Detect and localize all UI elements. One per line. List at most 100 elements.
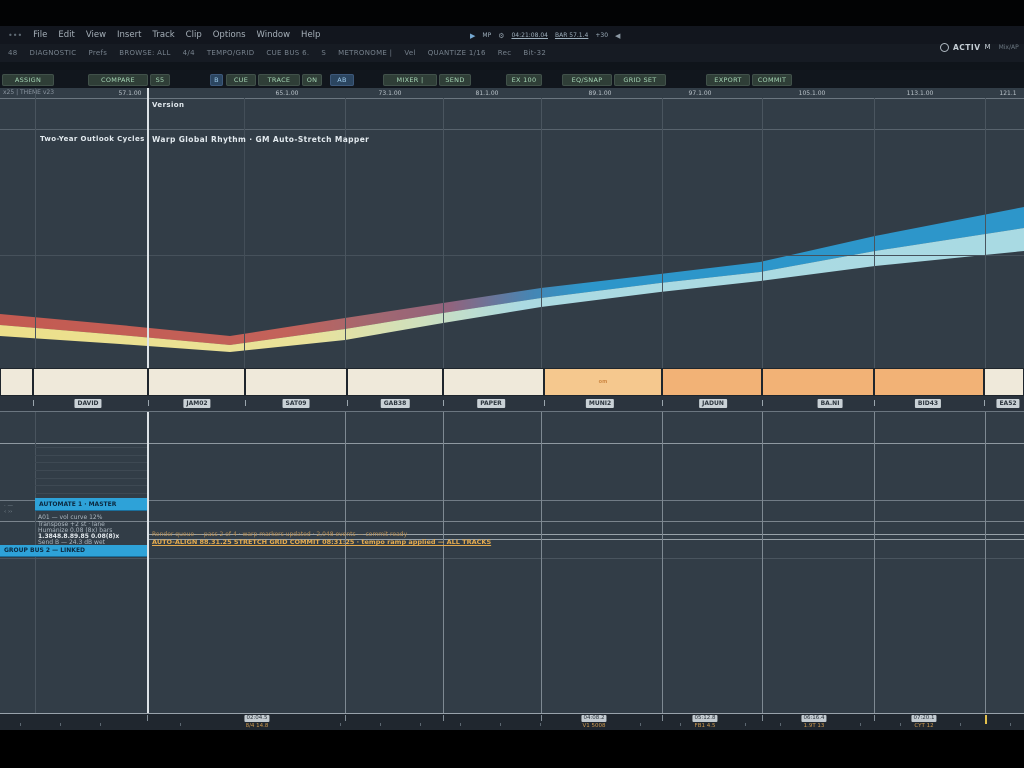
clip-cell[interactable] bbox=[875, 369, 983, 395]
left-header: Two-Year Outlook Cycles bbox=[40, 135, 145, 143]
toolbar-button[interactable]: EXPORT bbox=[706, 74, 750, 86]
marker-chip[interactable]: GAB38 bbox=[380, 399, 410, 408]
bottom-ruler-chip[interactable]: 05:12.8 bbox=[692, 715, 718, 722]
bottom-ruler-tick-major bbox=[874, 715, 875, 721]
clip-cell[interactable]: om bbox=[545, 369, 661, 395]
account-cluster[interactable]: ACTIV M Mix/AP bbox=[940, 41, 1019, 53]
play-icon[interactable]: ▶ bbox=[470, 31, 476, 40]
status-item[interactable]: DIAGNOSTIC bbox=[29, 49, 77, 57]
toolbar-button[interactable]: ASSIGN bbox=[2, 74, 54, 86]
status-item[interactable]: Prefs bbox=[88, 49, 108, 57]
timecode-display[interactable]: 04:21:08.04 bbox=[511, 32, 548, 39]
menu-item-options[interactable]: Options bbox=[212, 30, 246, 40]
menu-item-edit[interactable]: Edit bbox=[58, 30, 75, 40]
track-list-item[interactable]: Humanize 0.08 (8x) bars bbox=[38, 526, 113, 534]
bottom-ruler-chip[interactable]: 07:20.1 bbox=[911, 715, 937, 722]
menu-item-clip[interactable]: Clip bbox=[185, 30, 202, 40]
toolbar-button[interactable]: EX 100 bbox=[506, 74, 542, 86]
toolbar-button[interactable]: AB bbox=[330, 74, 354, 86]
menu-item-file[interactable]: File bbox=[33, 30, 48, 40]
clip-cell[interactable] bbox=[348, 369, 442, 395]
status-item[interactable]: METRONOME | bbox=[338, 49, 393, 57]
status-item[interactable]: 48 bbox=[8, 49, 18, 57]
marker-chip[interactable]: EA52 bbox=[996, 399, 1020, 408]
toolbar-button[interactable]: TRACE bbox=[258, 74, 300, 86]
marker-chip[interactable]: JADUN bbox=[699, 399, 727, 408]
status-item[interactable]: QUANTIZE 1/16 bbox=[427, 49, 486, 57]
toolbar-button[interactable]: B bbox=[210, 74, 223, 86]
account-mode: M bbox=[984, 43, 991, 51]
status-item[interactable]: S bbox=[321, 49, 327, 57]
marker-chip[interactable]: BID43 bbox=[914, 399, 942, 408]
timeline-canvas[interactable]: x25 | THEME v23 57.1.00 65.1.00 73.1.00 81.… bbox=[0, 88, 1024, 713]
activity-icon bbox=[940, 42, 949, 52]
gridline-v bbox=[874, 412, 875, 713]
status-item[interactable]: BROWSE: ALL bbox=[119, 49, 171, 57]
status-item[interactable]: Bit-32 bbox=[523, 49, 547, 57]
track-separator bbox=[35, 447, 147, 448]
marker-chip[interactable]: MUNI2 bbox=[585, 399, 615, 408]
marker-chip[interactable]: PAPER bbox=[477, 399, 505, 408]
gear-icon[interactable]: ⚙ bbox=[498, 31, 505, 40]
marker-tick bbox=[33, 400, 34, 406]
clip-cell[interactable] bbox=[1, 369, 32, 395]
column-header-version: Version bbox=[152, 101, 185, 109]
menu-item-view[interactable]: View bbox=[85, 30, 107, 40]
clip-cell[interactable] bbox=[34, 369, 147, 395]
track-list-item[interactable]: Transpose +2 st · lane bbox=[38, 520, 105, 528]
toolbar-button[interactable]: GRID SET bbox=[614, 74, 666, 86]
bottom-ruler-sublabel: V1 5008 bbox=[582, 723, 606, 729]
marker-chip[interactable]: DAVID bbox=[74, 399, 102, 408]
toolbar-button[interactable]: COMMIT bbox=[752, 74, 792, 86]
clip-cell[interactable] bbox=[444, 369, 543, 395]
track-row-selected-2[interactable]: GROUP BUS 2 — LINKED bbox=[0, 545, 147, 557]
gridline-v bbox=[443, 98, 444, 368]
gridline-h bbox=[0, 521, 1024, 522]
clip-cell[interactable] bbox=[149, 369, 244, 395]
toolbar-button[interactable]: MIXER | bbox=[383, 74, 437, 86]
clip-cell[interactable] bbox=[985, 369, 1023, 395]
track-row-selected-1[interactable]: AUTOMATE 1 · MASTER bbox=[35, 498, 147, 511]
clip-cell[interactable] bbox=[763, 369, 873, 395]
gridline-v bbox=[345, 412, 346, 713]
menu-overflow-icon[interactable]: ••• bbox=[8, 30, 23, 40]
bottom-ruler-tick-major bbox=[345, 715, 346, 721]
toolbar-button[interactable]: SEND bbox=[439, 74, 471, 86]
toolbar-button[interactable]: COMPARE bbox=[88, 74, 148, 86]
bottom-ruler-chip[interactable]: 06:16.4 bbox=[801, 715, 827, 722]
bottom-ruler-tick bbox=[640, 723, 641, 726]
status-item[interactable]: TEMPO/GRID bbox=[206, 49, 255, 57]
playhead-marker[interactable] bbox=[985, 715, 987, 724]
marker-chip[interactable]: SAT09 bbox=[282, 399, 310, 408]
toolbar-button[interactable]: EQ/SNAP bbox=[562, 74, 612, 86]
gridline-v bbox=[762, 412, 763, 713]
bottom-ruler-tick bbox=[500, 723, 501, 726]
toolbar-button[interactable]: S5 bbox=[150, 74, 170, 86]
status-item[interactable]: CUE BUS 6. bbox=[266, 49, 310, 57]
toolbar-button[interactable]: CUE bbox=[226, 74, 256, 86]
log-line-2[interactable]: AUTO-ALIGN 88.31.25 STRETCH GRID COMMIT … bbox=[152, 538, 492, 546]
speaker-icon[interactable]: ◀ bbox=[615, 31, 621, 40]
clip-cell[interactable] bbox=[663, 369, 761, 395]
status-item[interactable]: Rec bbox=[497, 49, 512, 57]
bottom-ruler-chip[interactable]: 04:08.2 bbox=[581, 715, 607, 722]
transport-mode[interactable]: MP bbox=[482, 32, 492, 39]
marker-chip[interactable]: JAM02 bbox=[183, 399, 211, 408]
track-list-item[interactable]: 1.3848.8.89.85 0.08(8)x bbox=[38, 532, 120, 540]
menu-item-track[interactable]: Track bbox=[152, 30, 175, 40]
menu-item-help[interactable]: Help bbox=[301, 30, 321, 40]
menu-item-window[interactable]: Window bbox=[256, 30, 291, 40]
status-item[interactable]: 4/4 bbox=[182, 49, 195, 57]
track-list-item[interactable]: Send B — 24.3 dB wet bbox=[38, 539, 105, 546]
menu-item-insert[interactable]: Insert bbox=[117, 30, 142, 40]
status-item[interactable]: Vel bbox=[404, 49, 416, 57]
ruler-top-label: 57.1.00 bbox=[118, 90, 142, 97]
track-list-item[interactable]: A01 — vol curve 12% bbox=[38, 514, 103, 521]
marker-tick bbox=[662, 400, 663, 406]
marker-chip[interactable]: BA.NI bbox=[817, 399, 843, 408]
toolbar-button[interactable]: ON bbox=[302, 74, 322, 86]
bottom-ruler-chip[interactable]: 02:04.5 bbox=[244, 715, 270, 722]
bar-display[interactable]: BAR 57.1.4 bbox=[554, 32, 589, 39]
clip-cell[interactable] bbox=[246, 369, 346, 395]
ruler-bottom[interactable]: 02:04.5 8/4 14.8 04:08.2 V1 5008 05:12.8 FB1 … bbox=[0, 713, 1024, 730]
